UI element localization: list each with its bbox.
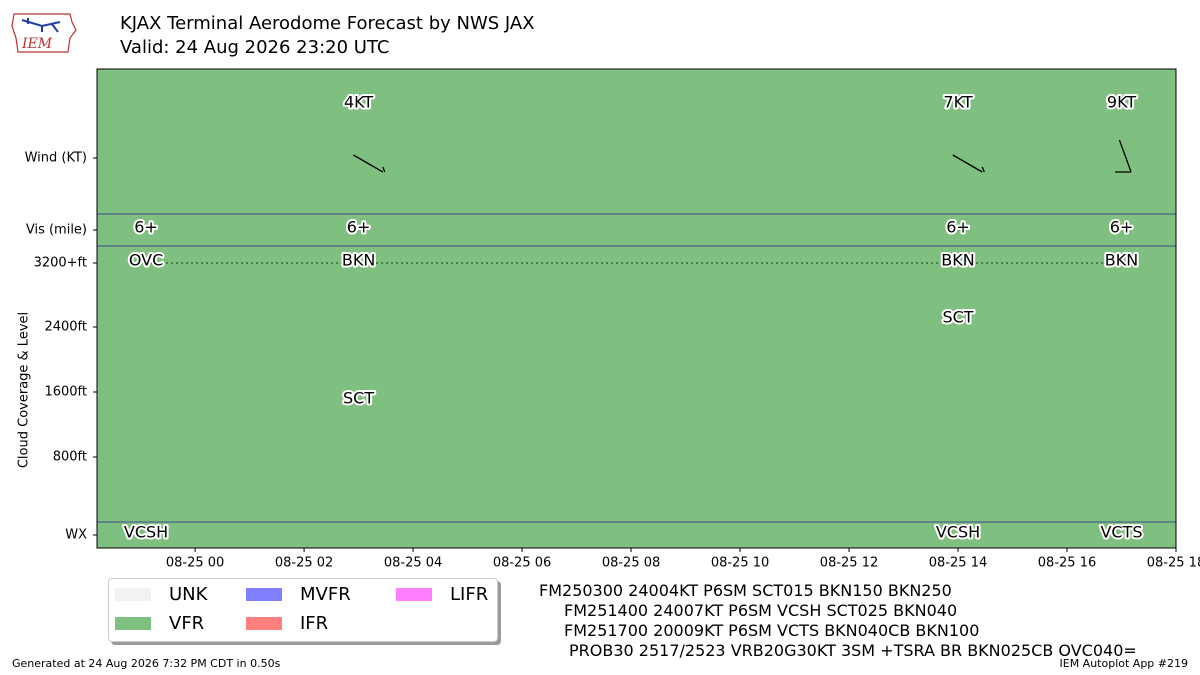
legend-label: UNK bbox=[169, 583, 208, 605]
legend-swatch bbox=[396, 587, 432, 601]
wind-barb bbox=[1118, 139, 1132, 173]
logo-text: IEM bbox=[21, 36, 53, 52]
legend-label: MVFR bbox=[300, 583, 351, 605]
legend-item-ifr: IFR bbox=[246, 612, 329, 634]
y-tick-label: 1600ft bbox=[44, 385, 87, 400]
x-tick-label: 08-25 04 bbox=[384, 556, 442, 571]
x-tick-label: 08-25 06 bbox=[493, 556, 551, 571]
y-axis-label: Cloud Coverage & Level bbox=[17, 312, 32, 468]
x-tick-label: 08-25 12 bbox=[820, 556, 878, 571]
wind-barb-feather bbox=[382, 166, 386, 173]
legend-swatch bbox=[115, 616, 151, 630]
weather-label: VCSH bbox=[124, 523, 168, 542]
weather-label: VCTS bbox=[1100, 523, 1142, 542]
y-tick-label: 800ft bbox=[53, 450, 87, 465]
wind-barb bbox=[353, 154, 384, 173]
legend-label: VFR bbox=[169, 612, 205, 634]
legend-swatch bbox=[115, 587, 151, 601]
cloud-cover-label: BKN bbox=[1105, 251, 1138, 270]
legend-item-unk: UNK bbox=[115, 583, 208, 605]
taf-line-1: FM250300 24004KT P6SM SCT015 BKN150 BKN2… bbox=[539, 581, 952, 600]
visibility-label: 6+ bbox=[134, 218, 158, 237]
visibility-label: 6+ bbox=[946, 218, 970, 237]
iem-logo: IEM bbox=[11, 13, 77, 53]
visibility-label: 6+ bbox=[1110, 218, 1134, 237]
taf-chart: Wind (KT) Vis (mile) 3200+ft 2400ft 1600ft 80… bbox=[17, 68, 1200, 571]
legend-label: LIFR bbox=[450, 583, 489, 605]
weather-label: VCSH bbox=[936, 523, 980, 542]
legend-item-vfr: VFR bbox=[115, 612, 205, 634]
x-tick-label: 08-25 00 bbox=[166, 556, 224, 571]
plot-background bbox=[97, 69, 1176, 548]
taf-line-4: PROB30 2517/2523 VRB20G30KT 3SM +TSRA BR… bbox=[569, 641, 1137, 660]
wind-speed-label: 7KT bbox=[943, 93, 972, 112]
weather-station-icon bbox=[21, 18, 61, 33]
cloud-cover-label: SCT bbox=[343, 389, 374, 408]
x-tick-label: 08-25 08 bbox=[602, 556, 660, 571]
x-tick-label: 08-25 02 bbox=[275, 556, 333, 571]
y-tick-label: WX bbox=[65, 528, 87, 543]
legend-item-lifr: LIFR bbox=[396, 583, 489, 605]
y-tick-label: 3200+ft bbox=[34, 256, 87, 271]
chart-title: KJAX Terminal Aerodome Forecast by NWS J… bbox=[120, 13, 535, 34]
y-tick-label: Wind (KT) bbox=[25, 151, 87, 166]
legend: UNK VFR MVFR IFR LIFR bbox=[108, 578, 498, 642]
taf-line-3: FM251700 20009KT P6SM VCTS BKN040CB BKN1… bbox=[564, 621, 980, 640]
x-tick-label: 08-25 10 bbox=[711, 556, 769, 571]
y-tick-label: 2400ft bbox=[44, 320, 87, 335]
y-tick-label: Vis (mile) bbox=[26, 223, 87, 238]
footer-generated: Generated at 24 Aug 2026 7:32 PM CDT in … bbox=[12, 657, 281, 670]
wind-speed-label: 9KT bbox=[1107, 93, 1136, 112]
plot-frame bbox=[96, 68, 1177, 549]
legend-item-mvfr: MVFR bbox=[246, 583, 351, 605]
cloud-cover-label: OVC bbox=[129, 251, 163, 270]
legend-swatch bbox=[246, 587, 282, 601]
chart-subtitle: Valid: 24 Aug 2026 23:20 UTC bbox=[120, 37, 390, 58]
wind-speed-label: 4KT bbox=[344, 93, 373, 112]
x-tick-label: 08-25 18 bbox=[1147, 556, 1200, 571]
wind-barb-feather bbox=[981, 166, 985, 173]
x-tick-label: 08-25 14 bbox=[929, 556, 987, 571]
visibility-label: 6+ bbox=[347, 218, 371, 237]
iowa-outline-icon bbox=[11, 13, 77, 53]
x-tick-label: 08-25 16 bbox=[1038, 556, 1096, 571]
cloud-cover-label: SCT bbox=[942, 307, 973, 326]
cloud-cover-label: BKN bbox=[342, 251, 375, 270]
taf-line-2: FM251400 24007KT P6SM VCSH SCT025 BKN040 bbox=[564, 601, 958, 620]
legend-swatch bbox=[246, 616, 282, 630]
footer-app: IEM Autoplot App #219 bbox=[1059, 657, 1189, 670]
cloud-cover-label: BKN bbox=[941, 251, 974, 270]
wind-barb bbox=[952, 154, 983, 173]
legend-label: IFR bbox=[300, 612, 329, 634]
